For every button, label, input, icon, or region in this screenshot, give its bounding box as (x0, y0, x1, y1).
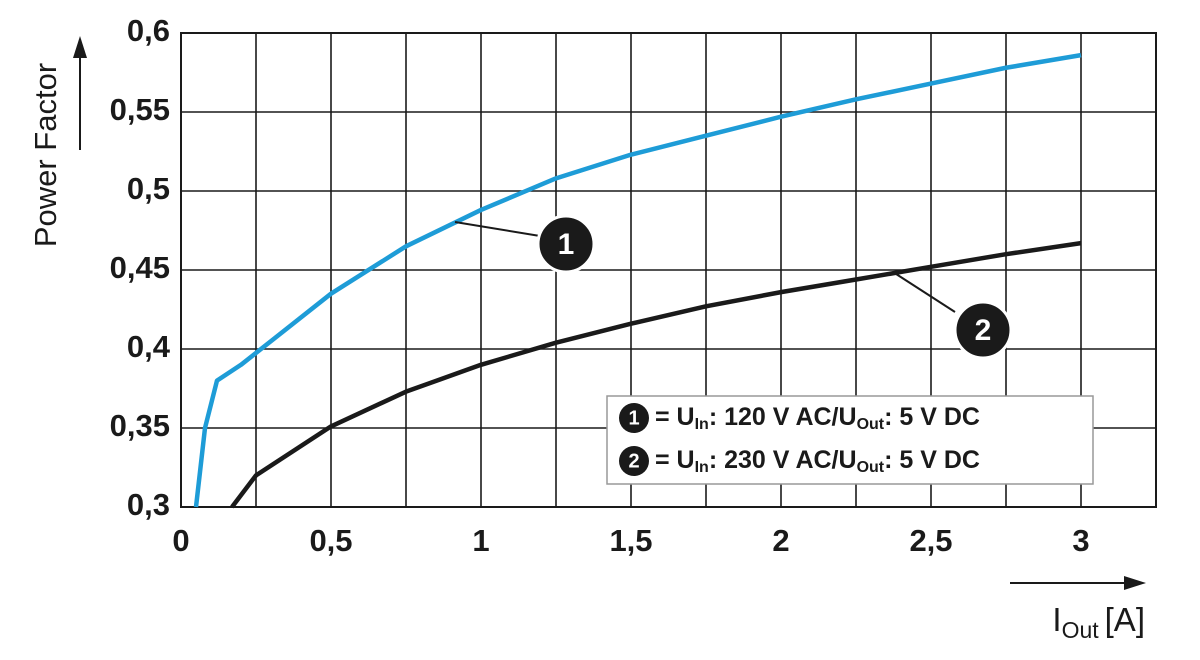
x-tick-label: 1,5 (609, 523, 652, 558)
callout-number: 1 (558, 228, 575, 261)
y-tick-label: 0,3 (127, 487, 170, 522)
x-label-unit: [A] (1105, 601, 1145, 638)
legend-label-sub: Out (857, 459, 885, 476)
y-axis-label: Power Factor (28, 63, 63, 247)
callout-number: 2 (975, 314, 992, 347)
legend-label-sub: In (695, 459, 709, 476)
callout-circle (536, 214, 596, 274)
legend-marker (619, 446, 649, 476)
y-tick-label: 0,4 (127, 329, 171, 364)
legend-label-part: : 230 V AC/U (709, 446, 857, 474)
legend-label-part: = U (655, 403, 695, 431)
legend-label-part: : 5 V DC (884, 446, 980, 474)
legend-label: = UIn: 230 V AC/UOut: 5 V DC (655, 446, 980, 477)
y-tick-label: 0,35 (110, 408, 170, 443)
x-arrow-head (1124, 576, 1146, 590)
x-tick-label: 2,5 (909, 523, 952, 558)
callout-leader (454, 221, 541, 237)
series-line (193, 52, 1082, 508)
x-tick-label: 3 (1072, 523, 1089, 558)
x-label-main: I (1052, 601, 1061, 638)
series-line (230, 240, 1082, 509)
x-label-sub: Out (1062, 617, 1100, 643)
grid: 0,3 0,35 0,4 0,45 0,5 0,55 0,6 0 0,5 1 1,5 2 2,5 3 (110, 13, 1157, 558)
legend-marker (619, 403, 649, 433)
legend-label: = UIn: 120 V AC/UOut: 5 V DC (655, 403, 980, 434)
legend-box (606, 395, 1094, 485)
y-tick-label: 0,45 (110, 250, 170, 285)
callout-leader (892, 271, 956, 313)
y-tick-label: 0,5 (127, 171, 170, 206)
legend-marker-number: 1 (628, 407, 639, 429)
x-axis-label: IOut [A] (1052, 601, 1145, 643)
callout-circle (953, 300, 1013, 360)
x-tick-label: 1 (472, 523, 489, 558)
legend-label-sub: In (695, 416, 709, 433)
y-tick-label: 0,6 (127, 13, 170, 48)
x-tick-label: 2 (772, 523, 789, 558)
y-arrow-head (73, 36, 87, 58)
curves (193, 52, 1082, 509)
legend-label-part: : 5 V DC (884, 403, 980, 431)
legend: 1 = UIn: 120 V AC/UOut: 5 V DC2 = UIn: 230… (619, 403, 980, 477)
legend-label-sub: Out (857, 416, 885, 433)
y-tick-label: 0,55 (110, 92, 170, 127)
x-tick-label: 0,5 (309, 523, 352, 558)
legend-marker-number: 2 (628, 450, 639, 472)
legend-label-part: : 120 V AC/U (709, 403, 857, 431)
x-tick-label: 0 (172, 523, 189, 558)
legend-label-part: = U (655, 446, 695, 474)
